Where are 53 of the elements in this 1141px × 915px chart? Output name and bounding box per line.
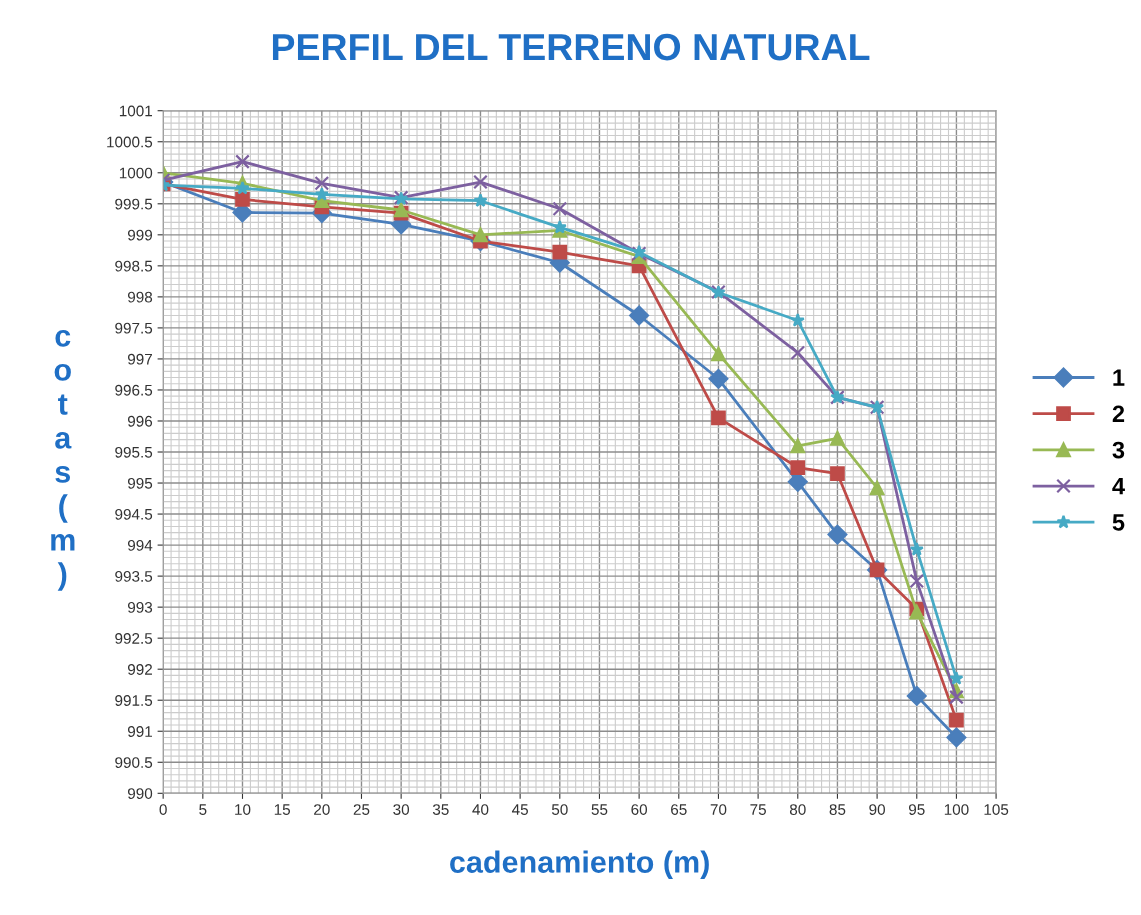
- y-tick-label: 996.5: [115, 384, 153, 396]
- legend-label: 4: [1112, 478, 1125, 495]
- y-axis-title: cotas (m): [51, 329, 75, 591]
- x-tick-label: 85: [829, 804, 846, 815]
- legend-label: 2: [1112, 405, 1125, 422]
- y-tick-label: 991: [127, 726, 152, 737]
- x-tick-label: 40: [472, 804, 489, 815]
- legend-label: 3: [1112, 441, 1125, 459]
- x-tick-label: 50: [551, 804, 568, 815]
- y-tick-label: 997: [127, 353, 152, 365]
- x-tick-label: 30: [393, 804, 410, 815]
- y-tick-label: 995.5: [115, 446, 153, 458]
- y-tick-label: 998: [127, 291, 153, 303]
- x-tick-label: 35: [432, 804, 449, 815]
- y-tick-label: 1001: [119, 105, 152, 117]
- x-tick-label: 25: [353, 804, 370, 815]
- y-tick-label: 990: [127, 788, 153, 799]
- y-tick-label: 999.5: [115, 198, 153, 210]
- x-tick-label: 15: [274, 804, 291, 815]
- y-tick-label: 996: [127, 415, 153, 427]
- x-tick-label: 105: [984, 804, 1009, 815]
- x-tick-label: 65: [671, 804, 687, 815]
- y-tick-label: 1000: [119, 167, 153, 179]
- y-tick-label: 990.5: [115, 757, 153, 768]
- x-tick-label: 5: [199, 804, 207, 815]
- x-tick-label: 70: [710, 804, 727, 815]
- x-tick-label: 0: [159, 804, 167, 815]
- y-tick-label: 991.5: [115, 695, 153, 706]
- x-tick-label: 55: [591, 804, 608, 815]
- x-tick-label: 45: [511, 804, 528, 815]
- y-tick-label: 993.5: [115, 570, 153, 582]
- y-tick-label: 998.5: [115, 260, 153, 272]
- y-tick-label: 992.5: [115, 633, 153, 644]
- y-tick-label: 993: [127, 602, 153, 613]
- y-tick-label: 1000.5: [107, 136, 153, 148]
- legend-label: 1: [1113, 369, 1125, 386]
- x-tick-label: 90: [869, 804, 885, 815]
- y-tick-label: 994: [127, 539, 153, 551]
- y-tick-label: 992: [127, 664, 152, 675]
- x-axis-title: cadenamiento (m): [450, 850, 709, 879]
- y-tick-label: 994.5: [115, 508, 153, 520]
- x-tick-label: 20: [314, 804, 330, 815]
- y-tick-label: 999: [127, 229, 153, 241]
- x-tick-label: 80: [789, 804, 806, 815]
- x-tick-label: 95: [908, 804, 925, 815]
- chart-title: PERFIL DEL TERRENO NATURAL: [272, 33, 870, 61]
- x-tick-label: 75: [750, 804, 766, 815]
- x-tick-label: 10: [235, 804, 251, 815]
- x-tick-label: 60: [631, 804, 648, 815]
- y-tick-label: 995: [127, 477, 153, 489]
- y-tick-label: 997.5: [115, 322, 153, 334]
- x-tick-label: 100: [944, 804, 969, 815]
- legend-label: 5: [1112, 514, 1125, 531]
